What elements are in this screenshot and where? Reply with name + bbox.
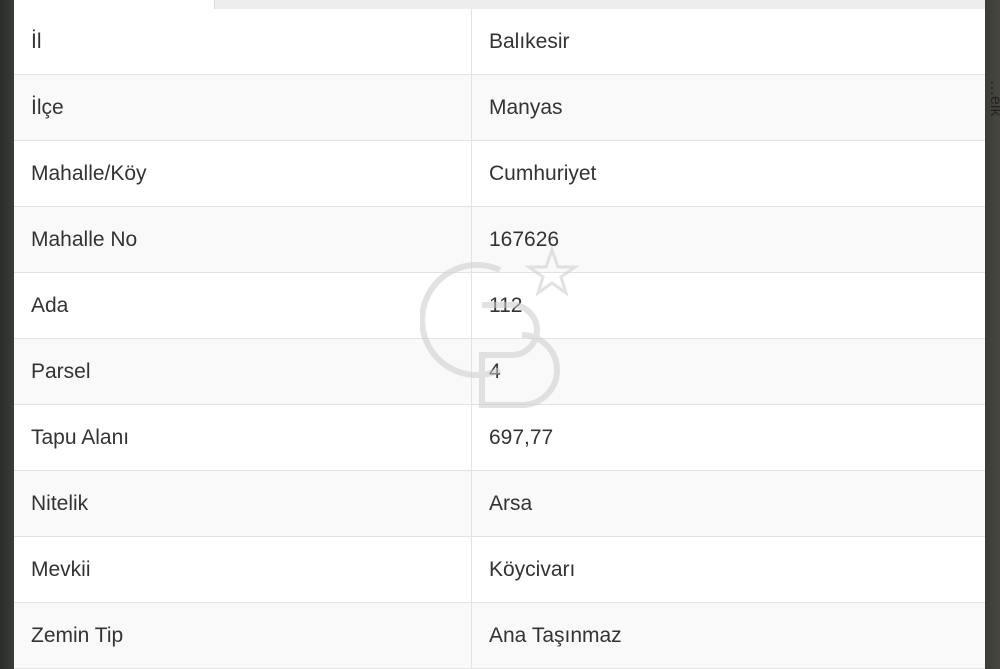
row-value: 697,77	[471, 404, 985, 471]
row-value: Ana Taşınmaz	[471, 602, 985, 669]
table-row: Mahalle No 167626	[14, 206, 985, 273]
row-label: Mahalle No	[14, 206, 472, 273]
table-row: Mevkii Köycivarı	[14, 536, 985, 603]
row-value: Köycivarı	[471, 536, 985, 603]
row-label: Mevkii	[14, 536, 472, 603]
row-label: Parsel	[14, 338, 472, 405]
table-row: İl Balıkesir	[14, 9, 985, 75]
row-label: Zemin Tip	[14, 602, 472, 669]
row-value: Manyas	[471, 74, 985, 141]
table-row: Tapu Alanı 697,77	[14, 404, 985, 471]
row-label: Ada	[14, 272, 472, 339]
row-value: 112	[471, 272, 985, 339]
row-label: Nitelik	[14, 470, 472, 537]
table-row: Mahalle/Köy Cumhuriyet	[14, 140, 985, 207]
row-label: İlçe	[14, 74, 472, 141]
row-value: Cumhuriyet	[471, 140, 985, 207]
row-value: 167626	[471, 206, 985, 273]
row-value: Arsa	[471, 470, 985, 537]
row-label: İl	[14, 9, 472, 75]
table-row: Ada 112	[14, 272, 985, 339]
row-value: 4	[471, 338, 985, 405]
row-label: Tapu Alanı	[14, 404, 472, 471]
table-row: Nitelik Arsa	[14, 470, 985, 537]
row-value: Balıkesir	[471, 9, 985, 75]
tab-active[interactable]	[14, 0, 215, 10]
row-label: Mahalle/Köy	[14, 140, 472, 207]
map-label-fragment: …elk	[987, 80, 1000, 117]
table-row: Zemin Tip Ana Taşınmaz	[14, 602, 985, 669]
table-row: Parsel 4	[14, 338, 985, 405]
table-row: İlçe Manyas	[14, 74, 985, 141]
parcel-info-table: İl Balıkesir İlçe Manyas Mahalle/Köy Cumhuriy…	[14, 9, 985, 669]
